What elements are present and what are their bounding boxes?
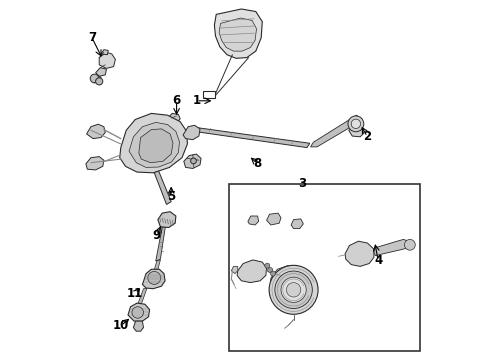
Polygon shape (291, 219, 303, 229)
Circle shape (269, 265, 318, 314)
Circle shape (191, 158, 196, 164)
Polygon shape (349, 128, 364, 137)
Text: 2: 2 (364, 130, 371, 143)
Polygon shape (345, 241, 374, 266)
Circle shape (268, 267, 273, 273)
Text: 9: 9 (153, 229, 161, 242)
Text: 6: 6 (172, 94, 181, 107)
Polygon shape (138, 288, 147, 304)
Polygon shape (139, 129, 173, 163)
Polygon shape (129, 122, 179, 167)
Polygon shape (248, 216, 259, 225)
Polygon shape (120, 113, 187, 173)
Polygon shape (154, 169, 171, 204)
Polygon shape (128, 303, 149, 321)
Polygon shape (311, 115, 360, 147)
Polygon shape (99, 52, 116, 68)
Text: 3: 3 (298, 177, 307, 190)
Text: 1: 1 (193, 94, 200, 107)
Circle shape (404, 239, 416, 250)
Polygon shape (86, 157, 104, 170)
Text: 8: 8 (253, 157, 262, 170)
Polygon shape (93, 76, 101, 83)
Polygon shape (187, 127, 310, 148)
Text: 10: 10 (113, 319, 129, 332)
Polygon shape (231, 266, 238, 274)
Polygon shape (143, 269, 165, 289)
Circle shape (148, 271, 161, 284)
Circle shape (265, 263, 270, 268)
Polygon shape (154, 260, 160, 270)
Polygon shape (101, 50, 108, 55)
Polygon shape (133, 321, 144, 331)
Circle shape (96, 78, 103, 85)
Circle shape (270, 271, 275, 276)
Bar (229, 184, 419, 351)
Polygon shape (183, 125, 200, 140)
Circle shape (90, 74, 99, 83)
Polygon shape (169, 113, 180, 123)
Text: 11: 11 (127, 287, 144, 300)
Text: 4: 4 (374, 255, 382, 267)
Polygon shape (202, 91, 216, 98)
Polygon shape (270, 266, 315, 307)
Polygon shape (184, 154, 201, 168)
Polygon shape (215, 9, 262, 58)
Polygon shape (237, 260, 267, 283)
Polygon shape (219, 18, 257, 51)
Circle shape (348, 116, 364, 132)
Polygon shape (158, 212, 176, 228)
Polygon shape (87, 124, 105, 139)
Circle shape (286, 283, 301, 297)
Polygon shape (96, 68, 106, 76)
Polygon shape (267, 213, 281, 225)
Polygon shape (156, 224, 166, 261)
Circle shape (281, 277, 306, 302)
Polygon shape (374, 239, 411, 256)
Text: 5: 5 (167, 190, 175, 203)
Circle shape (351, 119, 361, 129)
Circle shape (275, 271, 312, 309)
Circle shape (132, 307, 144, 318)
Text: 7: 7 (88, 31, 96, 44)
